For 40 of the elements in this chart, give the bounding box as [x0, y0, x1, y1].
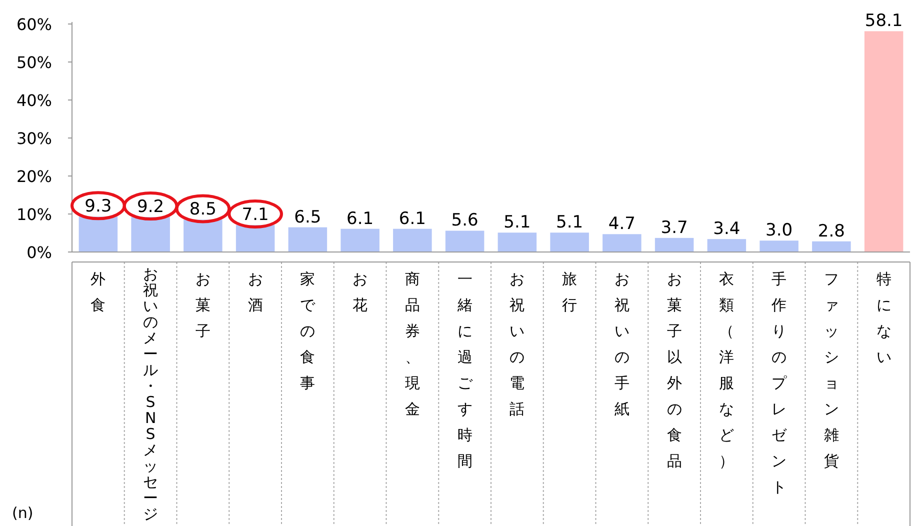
data-label: 7.1 [242, 205, 269, 226]
x-tick-label: お花 [352, 269, 369, 316]
x-tick-label: お祝いの手紙 [613, 269, 630, 420]
y-tick-label: 10% [16, 205, 52, 224]
x-tick-label: ファッション雑貨 [822, 269, 840, 472]
y-tick-label: 50% [16, 53, 52, 72]
x-tick-label: 外食 [90, 269, 107, 316]
data-label: 5.1 [504, 212, 531, 233]
data-label: 6.1 [346, 208, 374, 229]
x-tick-label: 商品券、現金 [404, 269, 421, 420]
text: (n) [12, 504, 34, 522]
data-label: 3.4 [713, 219, 740, 240]
data-label: 6.5 [294, 207, 322, 228]
x-tick-label: 一緒に過ごす時間 [456, 269, 474, 472]
data-label: 3.7 [660, 218, 688, 238]
x-tick-label: 特にない [875, 269, 892, 368]
data-label: 5.6 [451, 210, 478, 231]
category-label: 手作りのプレゼント [772, 270, 787, 496]
data-label: 2.8 [818, 221, 845, 242]
data-label: 3.0 [766, 220, 793, 241]
data-label: 4.7 [608, 214, 636, 234]
y-tick-label: 40% [16, 91, 52, 110]
x-tick-label: 衣類（洋服など） [718, 269, 736, 472]
x-tick-label: お菓子 [194, 269, 212, 342]
x-tick-label: 家での食事 [299, 269, 316, 394]
y-tick-label: 0% [26, 243, 52, 262]
data-label: 9.3 [84, 196, 112, 217]
y-tick-label: 20% [16, 167, 52, 186]
x-tick-label: 旅行 [561, 269, 578, 316]
data-label: 9.2 [137, 197, 164, 218]
data-label: 6.1 [398, 208, 426, 229]
x-tick-label: お菓子以外の食品 [666, 269, 683, 472]
y-tick-label: 30% [16, 129, 52, 148]
data-label: 5.1 [556, 212, 584, 233]
y-tick-label: 60% [16, 15, 52, 34]
data-label: 58.1 [864, 11, 903, 32]
data-label: 8.5 [189, 200, 216, 220]
x-tick-label: お祝いの電話 [508, 269, 526, 420]
x-tick-label: お酒 [246, 269, 264, 316]
category-label: お祝いのメール・SNSメッセージ [143, 265, 158, 523]
